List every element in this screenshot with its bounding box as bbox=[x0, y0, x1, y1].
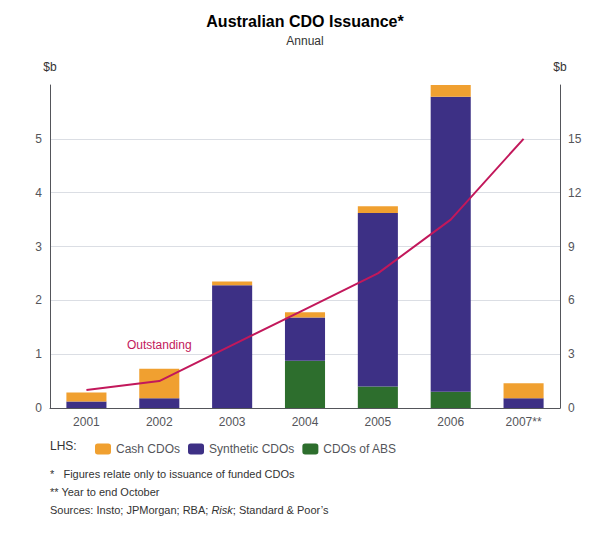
svg-text:** Year to end October: ** Year to end October bbox=[50, 486, 160, 498]
svg-text:CDOs of ABS: CDOs of ABS bbox=[323, 442, 396, 456]
svg-text:9: 9 bbox=[568, 240, 575, 254]
svg-text:Sources: Insto; JPMorgan; RBA;: Sources: Insto; JPMorgan; RBA; bbox=[50, 504, 211, 516]
svg-text:12: 12 bbox=[568, 186, 582, 200]
svg-text:$b: $b bbox=[553, 60, 567, 74]
svg-text:2005: 2005 bbox=[365, 415, 392, 429]
svg-text:Australian CDO Issuance*: Australian CDO Issuance* bbox=[206, 13, 404, 30]
svg-text:6: 6 bbox=[568, 293, 575, 307]
svg-text:$b: $b bbox=[43, 60, 57, 74]
svg-text:Annual: Annual bbox=[286, 34, 323, 48]
svg-text:5: 5 bbox=[35, 132, 42, 146]
svg-text:LHS:: LHS: bbox=[50, 439, 77, 453]
svg-text:Synthetic CDOs: Synthetic CDOs bbox=[209, 442, 294, 456]
svg-text:2002: 2002 bbox=[146, 415, 173, 429]
svg-text:Outstanding: Outstanding bbox=[127, 338, 192, 352]
svg-text:0: 0 bbox=[568, 401, 575, 415]
svg-text:; Standard & Poor’s: ; Standard & Poor’s bbox=[233, 504, 329, 516]
svg-text:15: 15 bbox=[568, 132, 582, 146]
svg-text:1: 1 bbox=[35, 347, 42, 361]
svg-text:2003: 2003 bbox=[219, 415, 246, 429]
svg-text:2001: 2001 bbox=[73, 415, 100, 429]
svg-text:2: 2 bbox=[35, 293, 42, 307]
svg-text:3: 3 bbox=[568, 347, 575, 361]
svg-text:Cash CDOs: Cash CDOs bbox=[116, 442, 180, 456]
svg-text:2007**: 2007** bbox=[506, 415, 542, 429]
svg-text:3: 3 bbox=[35, 240, 42, 254]
svg-text:0: 0 bbox=[35, 401, 42, 415]
svg-text:2006: 2006 bbox=[437, 415, 464, 429]
svg-text:* Figures relate only to iss: * Figures relate only to issuance of fun… bbox=[50, 468, 295, 480]
svg-text:Risk: Risk bbox=[211, 504, 233, 516]
svg-text:4: 4 bbox=[35, 186, 42, 200]
svg-text:2004: 2004 bbox=[292, 415, 319, 429]
